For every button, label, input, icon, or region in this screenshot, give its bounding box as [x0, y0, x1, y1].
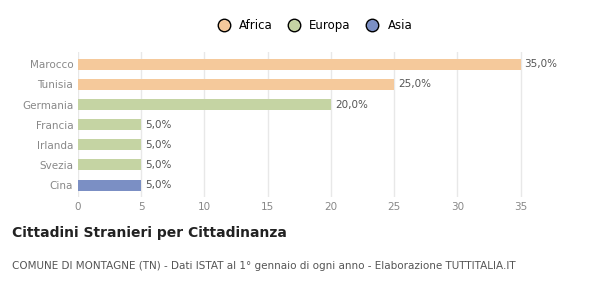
Text: 25,0%: 25,0%: [398, 79, 431, 89]
Bar: [78, 180, 141, 191]
Bar: [78, 139, 141, 150]
Text: Cittadini Stranieri per Cittadinanza: Cittadini Stranieri per Cittadinanza: [12, 226, 287, 240]
Text: COMUNE DI MONTAGNE (TN) - Dati ISTAT al 1° gennaio di ogni anno - Elaborazione T: COMUNE DI MONTAGNE (TN) - Dati ISTAT al …: [12, 261, 515, 271]
Text: 5,0%: 5,0%: [145, 140, 172, 150]
Text: 35,0%: 35,0%: [524, 59, 557, 69]
Bar: [78, 79, 394, 90]
Bar: [78, 99, 331, 110]
Legend: Africa, Europa, Asia: Africa, Europa, Asia: [207, 14, 417, 37]
Bar: [78, 160, 141, 171]
Bar: [78, 119, 141, 130]
Text: 5,0%: 5,0%: [145, 160, 172, 170]
Text: 20,0%: 20,0%: [335, 99, 368, 110]
Bar: [78, 59, 521, 70]
Text: 5,0%: 5,0%: [145, 180, 172, 190]
Text: 5,0%: 5,0%: [145, 120, 172, 130]
